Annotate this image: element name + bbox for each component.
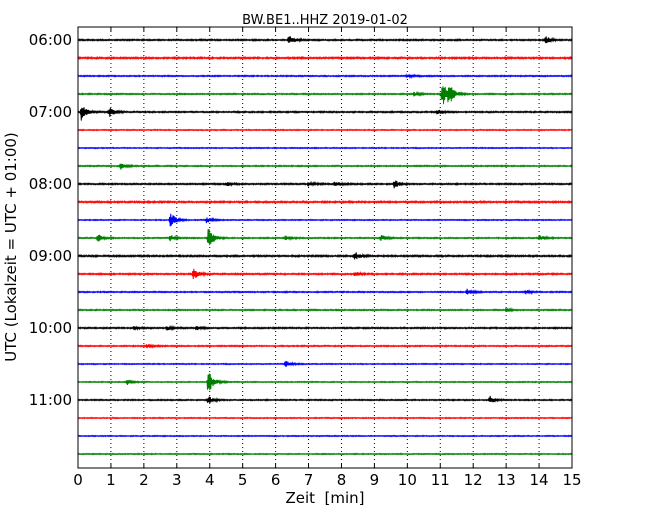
x-tick-label: 13 xyxy=(497,471,516,489)
trace-row xyxy=(77,360,573,367)
y-tick-label: 10:00 xyxy=(29,319,72,337)
x-tick-label: 1 xyxy=(106,471,116,489)
y-axis-ticks: 06:00 07:00 08:00 09:00 10:00 11:00 xyxy=(29,31,572,409)
x-tick-label: 4 xyxy=(205,471,215,489)
x-tick-label: 8 xyxy=(337,471,347,489)
trace-row xyxy=(77,395,573,404)
y-axis-label: UTC (Lokalzeit = UTC + 01:00) xyxy=(2,132,20,362)
trace-row xyxy=(77,373,573,391)
x-tick-label: 0 xyxy=(73,471,83,489)
x-tick-label: 12 xyxy=(464,471,483,489)
x-tick-label: 15 xyxy=(562,471,581,489)
trace-row xyxy=(77,452,573,456)
trace-row xyxy=(77,268,573,280)
x-tick-label: 7 xyxy=(304,471,314,489)
trace-row xyxy=(77,288,573,296)
trace-row xyxy=(77,86,573,105)
trace-row xyxy=(77,324,573,332)
x-tick-label: 6 xyxy=(271,471,281,489)
trace-row xyxy=(77,107,573,121)
y-tick-label: 07:00 xyxy=(29,103,72,121)
trace-row xyxy=(77,55,573,61)
trace-row xyxy=(77,228,573,246)
trace-row xyxy=(77,416,573,420)
vertical-grid xyxy=(110,27,540,468)
y-tick-label: 11:00 xyxy=(29,391,72,409)
trace-row xyxy=(77,73,573,79)
trace-row xyxy=(77,163,573,170)
trace-row xyxy=(77,36,573,44)
trace-row xyxy=(77,213,573,227)
x-axis-ticks: 0 1 2 3 4 5 6 7 8 9 10 11 12 13 14 15 xyxy=(73,27,582,489)
x-tick-label: 2 xyxy=(139,471,149,489)
x-tick-label: 10 xyxy=(398,471,417,489)
trace-row xyxy=(77,199,573,205)
trace-row xyxy=(77,343,573,349)
x-tick-label: 14 xyxy=(530,471,549,489)
trace-row xyxy=(77,307,573,313)
x-tick-label: 3 xyxy=(172,471,182,489)
plot-frame xyxy=(77,26,573,469)
y-tick-label: 06:00 xyxy=(29,31,72,49)
x-tick-label: 9 xyxy=(370,471,380,489)
y-tick-label: 09:00 xyxy=(29,247,72,265)
y-tick-label: 08:00 xyxy=(29,175,72,193)
trace-row xyxy=(77,146,573,150)
x-tick-label: 5 xyxy=(238,471,248,489)
trace-row xyxy=(77,180,573,189)
trace-row xyxy=(77,128,573,132)
chart-title: BW.BE1..HHZ 2019-01-02 xyxy=(242,13,408,28)
x-axis-label: Zeit [min] xyxy=(285,489,364,507)
trace-row xyxy=(77,252,573,260)
x-tick-label: 11 xyxy=(431,471,450,489)
seismic-traces xyxy=(77,36,573,456)
trace-row xyxy=(77,434,573,438)
